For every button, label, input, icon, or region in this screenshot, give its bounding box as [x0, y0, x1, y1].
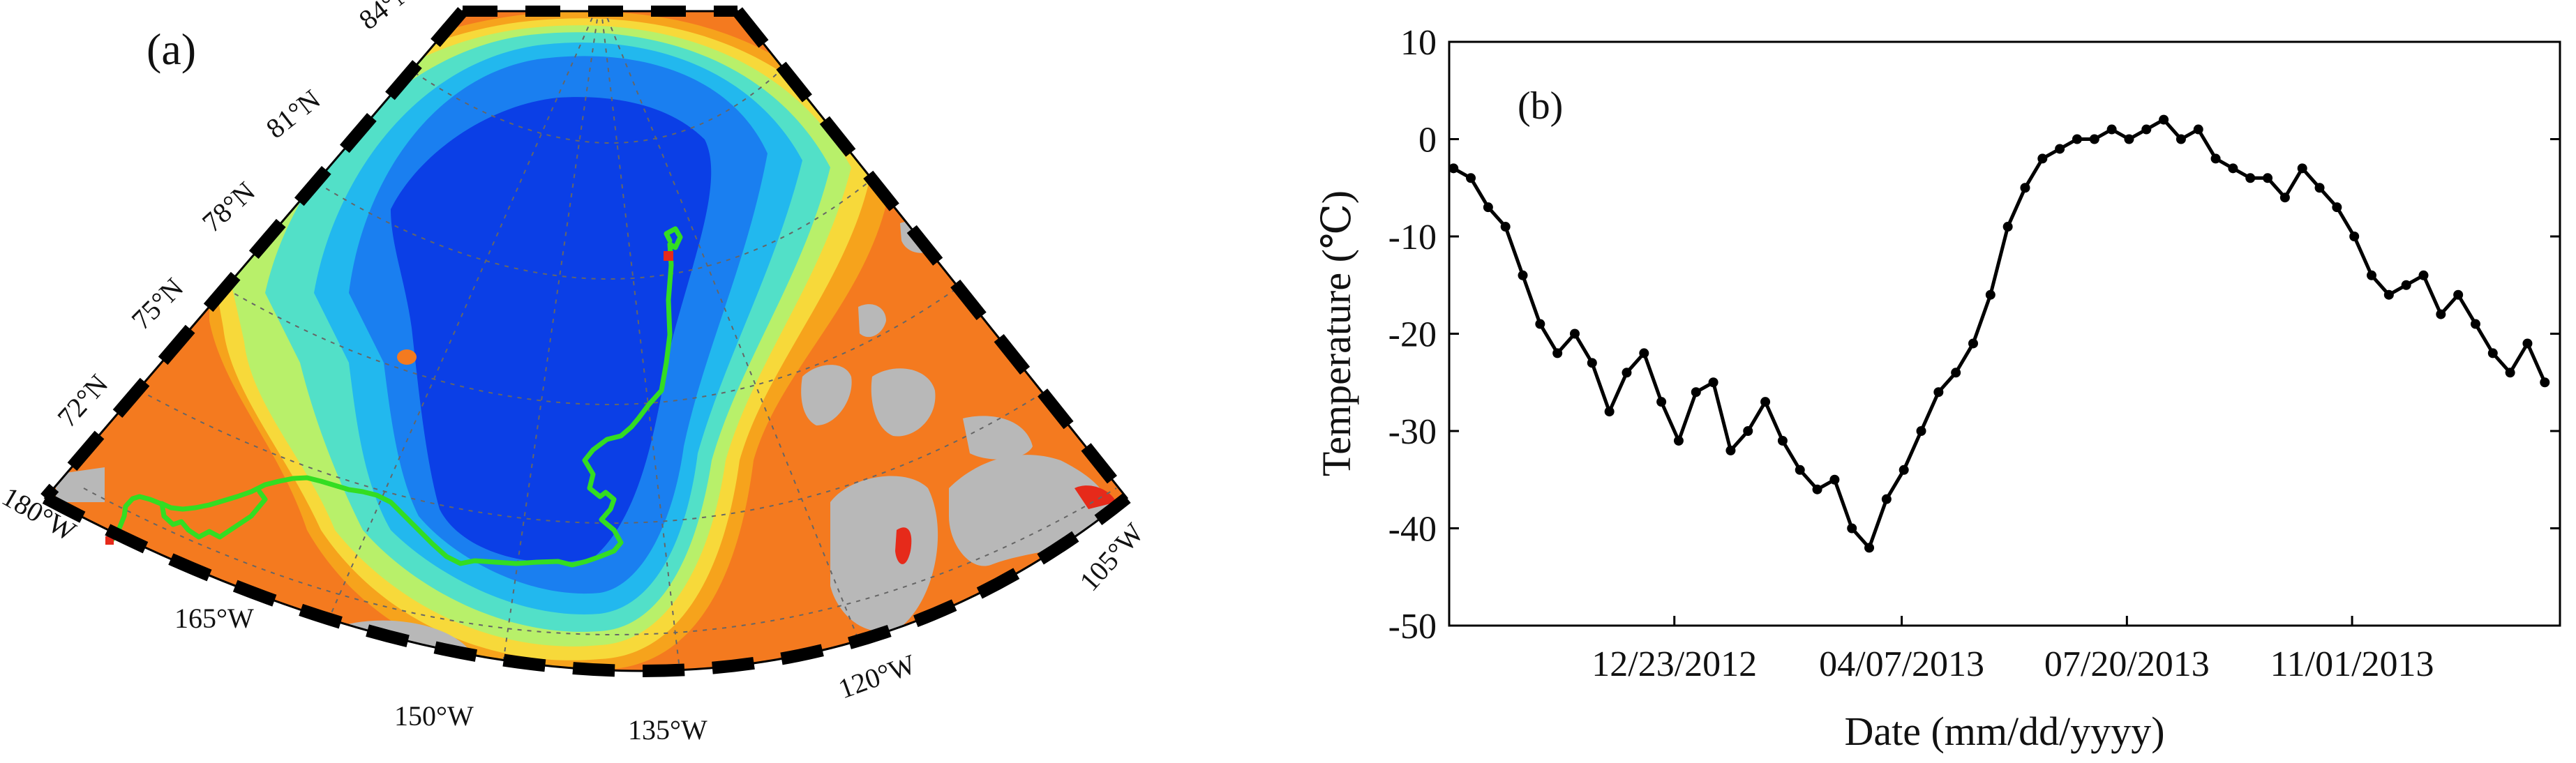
y-tick-label: 10	[1400, 23, 1437, 63]
y-axis-ticks: -50 -40 -30 -20 -10 0 10	[1388, 23, 2560, 647]
x-axis-ticks: 12/23/2012 04/07/2013 07/20/2013 11/01/2013	[1592, 616, 2434, 684]
lon-label-165: 165°W	[174, 603, 254, 634]
lat-label-75: 75°N	[126, 272, 190, 336]
map-frame	[40, 6, 1132, 677]
land-island-5	[963, 416, 1033, 460]
coast-accent-4	[279, 640, 307, 652]
y-axis-label: Temperature (℃)	[1314, 190, 1359, 476]
shallow-spot	[397, 349, 417, 365]
lon-label-150: 150°W	[394, 700, 474, 732]
coast-accent-2	[1074, 485, 1116, 509]
arctic-map-panel: (a)	[0, 0, 1150, 746]
x-tick-label: 07/20/2013	[2044, 644, 2210, 684]
graticule	[83, 11, 1117, 671]
y-tick-label: 0	[1418, 121, 1437, 160]
y-tick-label: -30	[1388, 412, 1437, 452]
plot-area-frame	[1448, 40, 2561, 627]
temperature-chart-panel: -50 -40 -30 -20 -10 0 10 12/23/2012 04/07/2013 0…	[1314, 23, 2561, 754]
y-tick-label: -20	[1388, 315, 1437, 355]
temperature-trace	[1452, 117, 2547, 552]
panel-a-label: (a)	[147, 24, 196, 74]
panel-b-label: (b)	[1518, 84, 1563, 128]
lat-label-72: 72°N	[51, 368, 114, 433]
lon-label-120: 120°W	[834, 648, 920, 704]
x-tick-label: 04/07/2013	[1819, 644, 1984, 684]
y-tick-label: -40	[1388, 510, 1437, 550]
land-island-2	[871, 368, 936, 437]
lat-label-81: 81°N	[260, 83, 327, 144]
x-tick-label: 11/01/2013	[2270, 644, 2434, 684]
land-island-1	[801, 365, 852, 425]
lon-label-135: 135°W	[628, 714, 707, 746]
buoy-track	[109, 226, 683, 568]
x-axis-label: Date (mm/dd/yyyy)	[1844, 709, 2164, 754]
lat-label-84: 84°N	[353, 0, 419, 36]
y-tick-label: -10	[1388, 218, 1437, 257]
x-tick-label: 12/23/2012	[1592, 644, 1757, 684]
coast-accent-3	[488, 694, 558, 708]
coast-accent-1	[895, 527, 912, 564]
depth-contour-7	[391, 97, 712, 563]
y-tick-label: -50	[1388, 607, 1437, 647]
land-island-3	[858, 304, 886, 338]
land-canada-east	[830, 476, 938, 632]
land-west	[56, 467, 105, 502]
track-end-marker	[664, 251, 673, 261]
bathymetry-field	[45, 11, 1127, 708]
lat-label-78: 78°N	[196, 175, 261, 238]
temperature-points	[1448, 114, 2550, 553]
